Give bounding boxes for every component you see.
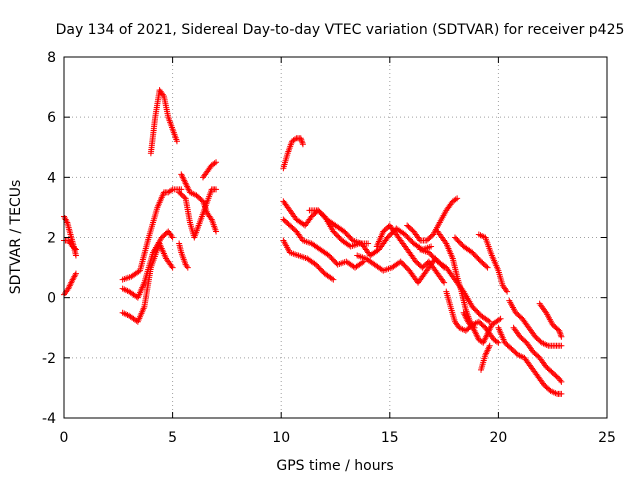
series-s30	[478, 342, 493, 373]
data-point	[328, 275, 335, 282]
data-point	[213, 186, 220, 193]
data-point	[213, 159, 220, 166]
data-point	[291, 136, 298, 143]
series-s6	[119, 240, 176, 325]
series-s15	[280, 237, 337, 283]
data-point	[504, 288, 511, 295]
series-s29	[536, 300, 565, 340]
series-s8	[176, 186, 220, 241]
series-s9	[178, 171, 220, 235]
data-point	[558, 378, 565, 385]
y-axis-label: SDTVAR / TECUs	[8, 180, 24, 295]
data-point	[181, 194, 188, 201]
series-s11	[200, 159, 220, 181]
series-s4	[119, 186, 185, 283]
data-point	[441, 279, 448, 286]
data-point	[558, 333, 565, 340]
data-point	[213, 228, 220, 235]
data-point	[485, 317, 492, 324]
data-point	[497, 315, 504, 322]
y-tick-label: -2	[42, 351, 56, 367]
axis-ticks: 0 5 10 15 20 25 -4 -2 0 2 4 6 8	[42, 50, 616, 446]
data-point	[452, 196, 459, 203]
series-s26	[495, 324, 565, 397]
data-points	[61, 87, 565, 397]
data-point	[558, 342, 565, 349]
y-tick-label: 4	[47, 170, 56, 186]
data-point	[374, 247, 381, 254]
data-point	[71, 245, 78, 252]
chart-title: Day 134 of 2021, Sidereal Day-to-day VTE…	[56, 22, 625, 38]
data-point	[454, 195, 461, 202]
series-s21	[434, 228, 478, 331]
series-s23	[443, 288, 502, 346]
x-tick-label: 25	[598, 430, 616, 446]
series-s7	[147, 87, 180, 157]
x-tick-label: 10	[272, 430, 290, 446]
data-point	[184, 264, 191, 271]
y-tick-label: 6	[47, 110, 56, 126]
data-point	[169, 234, 176, 241]
data-point	[330, 276, 337, 283]
data-point	[211, 160, 218, 167]
y-tick-label: -4	[42, 411, 56, 427]
data-point	[486, 318, 493, 325]
data-point	[483, 263, 490, 270]
series-s25	[475, 231, 511, 295]
y-tick-label: 0	[47, 291, 56, 307]
x-axis-label: GPS time / hours	[276, 458, 393, 474]
series-s10	[176, 240, 191, 271]
x-tick-label: 0	[60, 430, 69, 446]
x-tick-label: 20	[489, 430, 507, 446]
data-point	[72, 270, 79, 277]
data-point	[299, 141, 306, 148]
data-point	[496, 316, 503, 323]
series-s14	[280, 216, 367, 271]
series-s12	[280, 135, 306, 172]
series-s22	[451, 234, 491, 271]
series-s24	[460, 309, 504, 346]
data-point	[495, 339, 502, 346]
data-point	[441, 263, 448, 270]
data-point	[169, 264, 176, 271]
x-tick-label: 15	[381, 430, 399, 446]
data-point	[493, 338, 500, 345]
data-point	[558, 390, 565, 397]
series-s19	[404, 195, 461, 244]
series-s2	[61, 237, 79, 253]
y-tick-label: 8	[47, 50, 56, 66]
data-point	[72, 252, 79, 259]
data-point	[428, 243, 435, 250]
series-s28	[510, 324, 565, 385]
series-s18	[373, 222, 448, 286]
data-point	[173, 138, 180, 145]
data-point	[359, 259, 366, 266]
data-point	[178, 186, 185, 193]
data-point	[168, 187, 175, 194]
data-point	[300, 221, 307, 228]
data-point	[72, 246, 79, 253]
data-point	[486, 342, 493, 349]
y-tick-label: 2	[47, 231, 56, 247]
data-point	[365, 240, 372, 247]
series-s27	[506, 297, 565, 349]
data-point	[484, 264, 491, 271]
x-tick-label: 5	[168, 430, 177, 446]
